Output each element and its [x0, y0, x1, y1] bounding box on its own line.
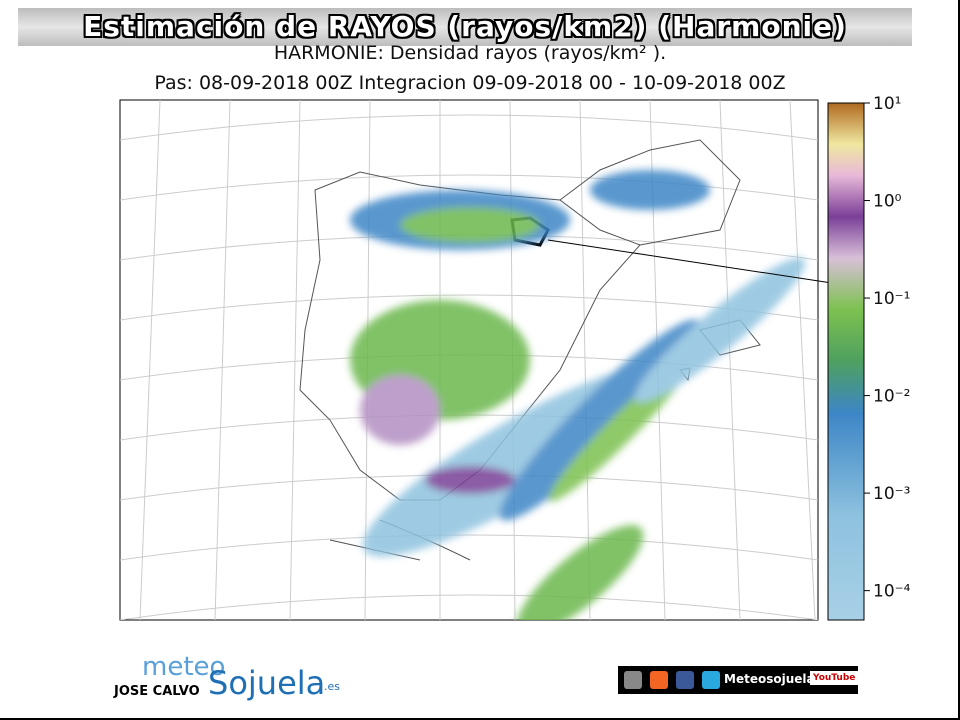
pointer-line [547, 239, 846, 286]
run-info: Pas: 08-09-2018 00Z Integracion 09-09-20… [154, 72, 786, 94]
colorbar-tick-label: 10⁰ [873, 192, 902, 212]
logo: meteo Sojuela .es JOSE CALVO [110, 652, 370, 702]
subtitle: HARMONIE: Densidad rayos (rayos/km² ). [273, 42, 667, 64]
colorbar [827, 102, 865, 621]
twitter-icon[interactable] [702, 671, 720, 689]
title: Estimación de RAYOS (rayos/km2) (Harmoni… [83, 10, 847, 43]
author: JOSE CALVO [114, 684, 200, 699]
logo-text: meteo [142, 652, 226, 682]
social-name[interactable]: Meteosojuela [724, 672, 815, 686]
colorbar-tick-label: 10⁻³ [873, 484, 910, 504]
logo-text: Sojuela [208, 664, 326, 702]
colorbar-tick-label: 10⁻⁴ [873, 582, 911, 602]
youtube-link[interactable]: YouTube [810, 671, 859, 685]
lightning-density [350, 170, 806, 620]
colorbar-tick-label: 10⁻² [873, 387, 910, 407]
logo-suffix: .es [324, 680, 340, 693]
colorbar-tick-label: 10¹ [873, 94, 901, 114]
social-bar: Meteosojuela YouTube [618, 666, 859, 694]
blogger-icon[interactable] [650, 671, 668, 689]
map: 10¹ 10⁰ 10⁻¹ 10⁻² 10⁻³ 10⁻⁴ [119, 94, 911, 621]
colorbar-tick-label: 10⁻¹ [873, 289, 910, 309]
title-bar: Estimación de RAYOS (rayos/km2) (Harmoni… [18, 8, 912, 46]
facebook-icon[interactable] [676, 671, 694, 689]
instagram-icon[interactable] [624, 671, 642, 689]
